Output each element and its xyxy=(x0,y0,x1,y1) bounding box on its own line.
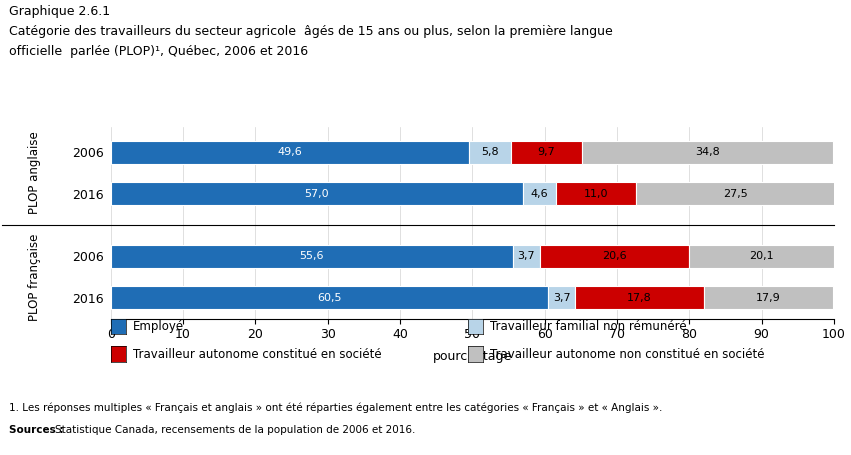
X-axis label: pourcentage: pourcentage xyxy=(432,349,512,363)
Text: 57,0: 57,0 xyxy=(305,189,329,199)
Text: Employé: Employé xyxy=(133,320,184,333)
Text: Catégorie des travailleurs du secteur agricole  âgés de 15 ans ou plus, selon la: Catégorie des travailleurs du secteur ag… xyxy=(9,25,612,38)
Text: Travailleur autonome non constitué en société: Travailleur autonome non constitué en so… xyxy=(490,348,765,360)
Text: 49,6: 49,6 xyxy=(277,147,302,157)
Bar xyxy=(636,182,835,205)
Text: 27,5: 27,5 xyxy=(722,189,748,199)
Text: 17,9: 17,9 xyxy=(757,293,781,303)
Bar xyxy=(111,245,513,268)
Text: 60,5: 60,5 xyxy=(317,293,342,303)
Text: Statistique Canada, recensements de la population de 2006 et 2016.: Statistique Canada, recensements de la p… xyxy=(55,425,415,435)
Bar xyxy=(540,245,688,268)
Bar xyxy=(704,286,833,309)
Text: officielle  parlée (PLOP)¹, Québec, 2006 et 2016: officielle parlée (PLOP)¹, Québec, 2006 … xyxy=(9,46,307,59)
Bar xyxy=(557,182,636,205)
Bar xyxy=(111,182,523,205)
Bar xyxy=(511,141,581,164)
Bar xyxy=(581,141,833,164)
Text: 20,1: 20,1 xyxy=(749,251,774,261)
Text: 1. Les réponses multiples « Français et anglais » ont été réparties également en: 1. Les réponses multiples « Français et … xyxy=(9,403,662,413)
Text: Graphique 2.6.1: Graphique 2.6.1 xyxy=(9,5,110,18)
Text: 20,6: 20,6 xyxy=(602,251,626,261)
Text: PLOP anglaise: PLOP anglaise xyxy=(28,132,41,214)
Text: 3,7: 3,7 xyxy=(517,251,535,261)
Bar xyxy=(470,141,511,164)
Bar xyxy=(111,286,548,309)
Text: Travailleur familial non rémunéré: Travailleur familial non rémunéré xyxy=(490,320,687,333)
Text: 3,7: 3,7 xyxy=(553,293,570,303)
Text: PLOP française: PLOP française xyxy=(28,233,41,321)
Text: 55,6: 55,6 xyxy=(300,251,324,261)
Bar xyxy=(513,245,540,268)
Bar xyxy=(111,141,470,164)
Text: 4,6: 4,6 xyxy=(531,189,548,199)
Bar xyxy=(575,286,704,309)
Text: 9,7: 9,7 xyxy=(538,147,556,157)
Bar xyxy=(688,245,834,268)
Text: 11,0: 11,0 xyxy=(584,189,608,199)
Text: 5,8: 5,8 xyxy=(482,147,500,157)
Bar xyxy=(548,286,575,309)
Text: 17,8: 17,8 xyxy=(627,293,652,303)
Text: Sources :: Sources : xyxy=(9,425,66,435)
Text: Travailleur autonome constitué en société: Travailleur autonome constitué en sociét… xyxy=(133,348,381,360)
Text: 34,8: 34,8 xyxy=(695,147,720,157)
Bar xyxy=(523,182,557,205)
